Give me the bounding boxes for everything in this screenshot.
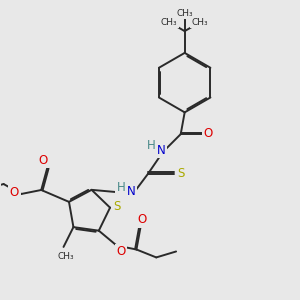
Text: H: H (117, 181, 126, 194)
Text: CH₃: CH₃ (192, 18, 208, 27)
Text: N: N (157, 143, 165, 157)
Text: S: S (113, 200, 121, 213)
Text: CH₃: CH₃ (57, 252, 74, 261)
Text: H: H (147, 139, 155, 152)
Text: N: N (127, 185, 136, 198)
Text: O: O (116, 245, 125, 258)
Text: CH₃: CH₃ (161, 18, 178, 27)
Text: CH₃: CH₃ (176, 9, 193, 18)
Text: O: O (138, 213, 147, 226)
Text: O: O (204, 127, 213, 140)
Text: O: O (39, 154, 48, 167)
Text: S: S (177, 167, 184, 180)
Text: O: O (10, 187, 19, 200)
